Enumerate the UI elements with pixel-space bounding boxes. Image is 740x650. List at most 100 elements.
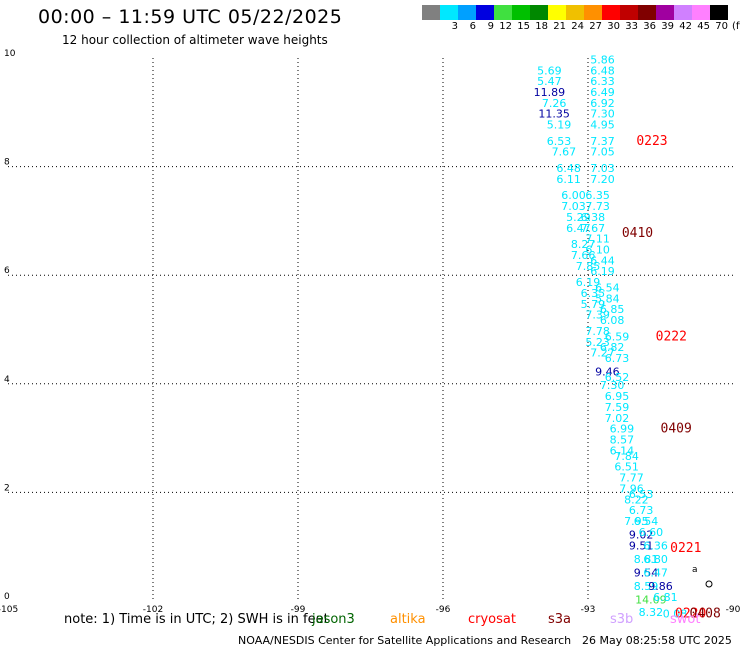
wave-height-point: 6.35 (585, 189, 610, 202)
pass-time-label: 0408 (690, 606, 721, 621)
color-scale-label: 21 (553, 21, 566, 32)
wave-height-point: 6.73 (605, 352, 630, 365)
wave-height-point: 7.78 (585, 325, 610, 338)
footnote: note: 1) Time is in UTC; 2) SWH is in fe… (64, 612, 329, 627)
wave-height-point: 6.85 (600, 303, 625, 316)
color-swatch (692, 5, 710, 20)
wave-height-point: 7.02 (605, 412, 630, 425)
wave-height-point: 9.54 (634, 567, 659, 580)
wave-height-points: 5.86 5.69 6.48 5.47 6.33 11.89 6.49 7.26 6.92 11.… (534, 53, 688, 620)
wave-height-point: 6.81 (653, 591, 678, 604)
color-swatch (584, 5, 602, 20)
color-swatch (674, 5, 692, 20)
wave-height-point: 6.44 (590, 254, 615, 267)
wave-height-point: 6.08 (600, 314, 625, 327)
chart-subtitle: 12 hour collection of altimeter wave hei… (62, 33, 328, 47)
wave-height-point: 6.48 (556, 162, 581, 175)
color-swatch (548, 5, 566, 20)
wave-height-point: 7.30 (590, 108, 615, 121)
wave-height-point: 6.10 (585, 243, 610, 256)
color-scale-label (422, 21, 440, 32)
color-scale-label: 39 (661, 21, 674, 32)
wave-height-point: 6.19 (590, 265, 615, 278)
wave-height-point: 6.38 (581, 211, 606, 224)
wave-height-point: 6.11 (556, 173, 581, 186)
wave-height-point: 6.48 (590, 64, 615, 77)
axis-ticks: -105 -102 -99 -96 -93 -90 0 2 4 6 8 10 (0, 49, 740, 615)
color-scale-label: 33 (625, 21, 638, 32)
wave-height-point: 6.35 (581, 287, 606, 300)
wave-height-point: 6.99 (610, 423, 635, 436)
wave-height-point: 7.67 (552, 146, 577, 159)
color-scale-label: 6 (469, 21, 476, 32)
track-marker-circle (705, 580, 713, 588)
wave-height-point: 7.39 (585, 309, 610, 322)
wave-height-point: 8.59 (634, 580, 659, 593)
wave-height-point: 5.69 (537, 64, 562, 77)
color-swatch (638, 5, 656, 20)
color-scale-label: 30 (607, 21, 620, 32)
wave-height-point: 7.66 (571, 249, 596, 262)
x-tick-label: -99 (291, 605, 306, 615)
wave-height-point: 7.30 (600, 379, 625, 392)
color-swatch (710, 5, 728, 20)
wave-height-point: 5.84 (595, 292, 620, 305)
color-swatch (530, 5, 548, 20)
wave-height-point: 6.36 (643, 539, 668, 552)
wave-height-point: 8.57 (610, 434, 635, 447)
wave-height-point: 7.85 (576, 260, 601, 273)
x-tick-label: -102 (143, 605, 163, 615)
color-scale-label: 9 (487, 21, 494, 32)
wave-height-point: 6.54 (595, 281, 620, 294)
wave-height-point: 6.47 (643, 567, 668, 580)
legend-item-jason3: jason3 (312, 612, 355, 627)
wave-height-point: 7.77 (619, 472, 644, 485)
wave-height-point: 4.95 (590, 119, 615, 132)
color-swatch (566, 5, 584, 20)
wave-height-point: 6.59 (605, 330, 630, 343)
wave-height-point: 7.37 (590, 135, 615, 148)
wave-height-point: 7.73 (585, 200, 610, 213)
color-scale-label: 24 (571, 21, 584, 32)
wave-height-point: 7.27 (590, 347, 615, 360)
y-tick-label: 4 (4, 375, 10, 385)
wave-height-point: 6.80 (643, 553, 668, 566)
chart-title: 00:00 – 11:59 UTC 05/22/2025 (38, 6, 343, 28)
wave-height-point: 9.46 (595, 366, 620, 379)
wave-height-point: 8.81 (634, 553, 659, 566)
legend-item-cryosat: cryosat (468, 612, 516, 627)
y-tick-label: 0 (4, 592, 10, 602)
wave-height-point: 6.47 (566, 222, 591, 235)
pass-time-label: 0222 (656, 329, 687, 344)
wave-height-point: 7.03 (590, 162, 615, 175)
wave-height-point: 6.82 (600, 341, 625, 354)
color-swatch (494, 5, 512, 20)
color-swatch (440, 5, 458, 20)
wave-height-point: 6.52 (605, 371, 630, 384)
x-tick-label: -96 (436, 605, 451, 615)
legend-item-s3b: s3b (610, 612, 634, 627)
wave-height-point: 8.27 (571, 238, 596, 251)
pass-time-label: 0221 (670, 541, 701, 556)
color-scale-label: 70 (715, 21, 728, 32)
wave-height-point: 7.95 (624, 515, 649, 528)
pass-time-label: 0220 (675, 606, 706, 621)
legend-item-altika: altika (390, 612, 426, 627)
legend-item-swot: swot (670, 612, 701, 627)
x-tick-label: -90 (726, 605, 740, 615)
pass-time-label: 0223 (636, 134, 667, 149)
wave-height-point: 9.86 (648, 580, 673, 593)
color-scale-label: 3 (451, 21, 458, 32)
wave-height-point: 9.51 (629, 539, 654, 552)
wave-height-point: 6.19 (576, 276, 601, 289)
color-scale-label: (ft) (732, 21, 740, 32)
wave-height-point: 11.35 (538, 108, 570, 121)
color-scale-label: 15 (517, 21, 530, 32)
pass-time-label: 0409 (661, 422, 692, 437)
y-tick-label: 2 (4, 483, 10, 493)
wave-height-point: 6.51 (614, 461, 639, 474)
wave-height-point: 5.29 (566, 211, 591, 224)
x-tick-label: -93 (581, 605, 596, 615)
color-swatch (656, 5, 674, 20)
color-scale-label: 42 (679, 21, 692, 32)
